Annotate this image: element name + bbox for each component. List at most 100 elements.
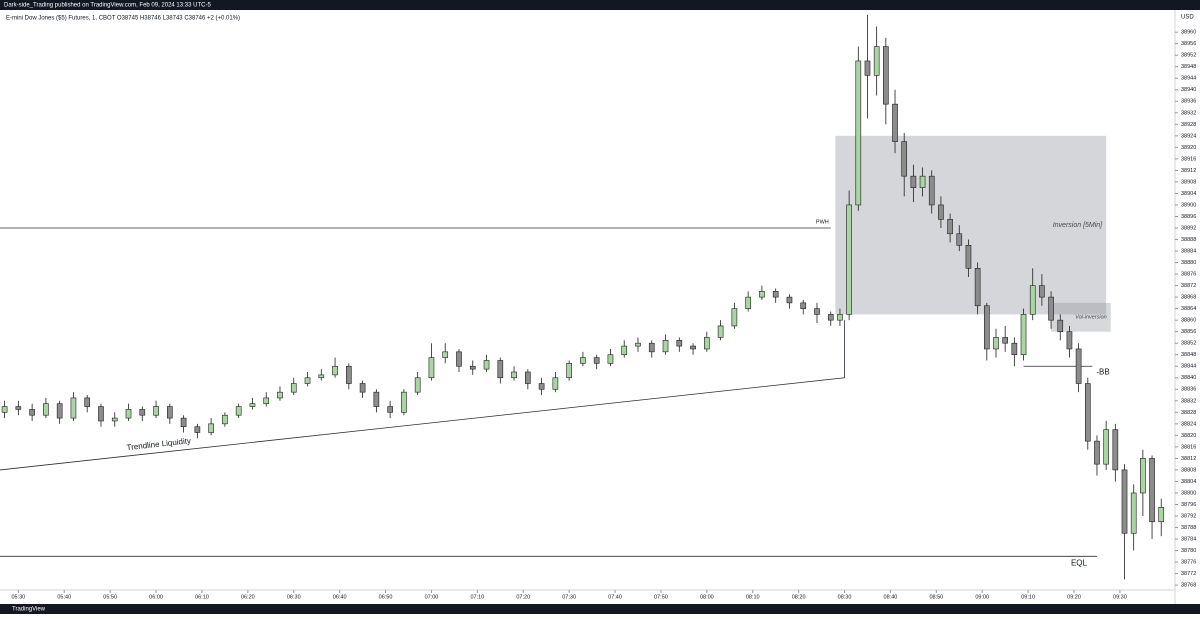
candle-body: [277, 391, 283, 399]
y-tick-label: 38896: [1181, 214, 1196, 220]
candle-body: [883, 46, 889, 105]
x-tick-label: 06:20: [241, 594, 255, 600]
candle-body: [194, 426, 201, 433]
candle-body: [1130, 492, 1137, 534]
candle-body: [511, 371, 517, 379]
candle-body: [956, 233, 963, 246]
x-tick-label: 08:10: [746, 594, 760, 600]
zone-label: Inversion [5Min]: [1053, 222, 1103, 229]
y-tick-label: 38824: [1181, 421, 1196, 427]
y-tick-label: 38840: [1181, 375, 1196, 381]
y-tick-label: 38868: [1181, 295, 1196, 301]
footer-bar: [0, 604, 1200, 614]
y-tick-label: 38776: [1181, 560, 1196, 566]
y-tick-label: 38844: [1181, 364, 1196, 370]
candle-body: [1011, 342, 1018, 356]
y-tick-label: 38944: [1181, 76, 1196, 82]
candle-body: [1048, 296, 1054, 321]
x-tick-label: 06:50: [379, 594, 393, 600]
x-tick-label: 08:40: [884, 594, 898, 600]
candle-body: [497, 360, 504, 379]
candle-body: [947, 219, 953, 235]
top-bar: [0, 0, 1200, 10]
y-tick-label: 38784: [1181, 536, 1196, 542]
candle-body: [938, 204, 944, 220]
y-tick-label: 38788: [1181, 525, 1196, 531]
candle-body: [772, 291, 779, 298]
x-tick-label: 07:40: [608, 594, 622, 600]
y-tick-label: 38960: [1181, 30, 1196, 36]
x-tick-label: 07:20: [516, 594, 530, 600]
candle-body: [1149, 458, 1155, 523]
x-tick-label: 08:00: [700, 594, 714, 600]
x-tick-label: 09:30: [1113, 594, 1127, 600]
x-tick-label: 09:20: [1067, 594, 1081, 600]
candle-body: [892, 103, 898, 142]
y-tick-label: 38772: [1181, 571, 1196, 577]
candle-body: [901, 141, 908, 177]
level-label: -BB: [1096, 367, 1109, 376]
candle-body: [1084, 383, 1091, 442]
y-tick-label: 38880: [1181, 260, 1196, 266]
y-tick-label: 38948: [1181, 64, 1196, 70]
candle-body: [607, 354, 614, 364]
y-tick-label: 38800: [1181, 490, 1196, 496]
level-label: EQL: [1071, 558, 1088, 567]
candle-body: [29, 409, 35, 416]
y-tick-label: 38856: [1181, 329, 1196, 335]
candle-body: [662, 340, 669, 353]
candle-body: [919, 175, 926, 188]
candle-body: [1121, 469, 1128, 534]
candle-body: [318, 374, 325, 379]
candle-body: [864, 60, 871, 76]
candle-body: [690, 345, 696, 350]
candle-body: [837, 314, 843, 321]
y-tick-label: 38916: [1181, 156, 1196, 162]
y-tick-label: 38848: [1181, 352, 1196, 358]
y-tick-label: 38928: [1181, 122, 1196, 128]
x-tick-label: 09:10: [1021, 594, 1035, 600]
candle-body: [249, 403, 256, 407]
candle-body: [414, 377, 421, 393]
y-tick-label: 38796: [1181, 502, 1196, 508]
candle-body: [814, 308, 820, 315]
candle-body: [873, 46, 880, 76]
candle-body: [456, 351, 462, 367]
candle-body: [1094, 440, 1100, 465]
plot-layer: 38768 38772 38776 38780 38784 38788 38792 38796…: [0, 14, 1196, 600]
y-tick-label: 38908: [1181, 179, 1196, 185]
candle-body: [359, 383, 366, 393]
y-tick-label: 38808: [1181, 467, 1196, 473]
y-tick-label: 38768: [1181, 583, 1196, 589]
candle-body: [469, 365, 476, 370]
candle-body: [15, 406, 22, 410]
x-tick-label: 05:30: [11, 594, 25, 600]
x-tick-label: 08:30: [838, 594, 852, 600]
candle-body: [125, 409, 132, 419]
candle-body: [70, 397, 77, 419]
candle-body: [846, 204, 852, 315]
candle-body: [993, 337, 999, 350]
candle-body: [759, 291, 765, 298]
candle-body: [139, 409, 146, 416]
candle-body: [648, 342, 655, 353]
y-tick-label: 38892: [1181, 225, 1196, 231]
candle-body: [442, 351, 449, 358]
x-tick-label: 06:00: [149, 594, 163, 600]
candle-body: [928, 175, 935, 206]
y-tick-label: 38940: [1181, 87, 1196, 93]
candle-body: [98, 406, 104, 422]
plot-background: [0, 10, 1200, 604]
x-tick-label: 06:40: [333, 594, 347, 600]
candle-body: [1002, 337, 1009, 344]
candle-body: [786, 296, 793, 304]
y-tick-label: 38932: [1181, 110, 1196, 116]
candle-body: [56, 403, 63, 419]
candle-body: [166, 406, 173, 419]
candle-body: [800, 302, 807, 309]
x-tick-label: 05:40: [57, 594, 71, 600]
x-tick-label: 09:00: [975, 594, 989, 600]
y-tick-label: 38912: [1181, 168, 1196, 174]
candle-body: [1140, 458, 1146, 494]
